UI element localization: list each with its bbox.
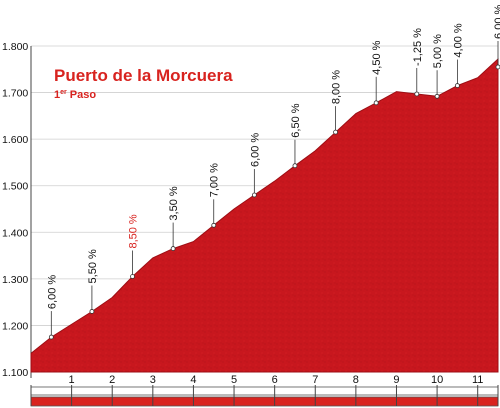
- y-tick-label: 1.300: [2, 274, 28, 286]
- elevation-fill: [30, 57, 499, 373]
- x-tick-label: 2: [109, 374, 115, 386]
- subtitle-rest: Paso: [70, 89, 97, 101]
- subtitle-superscript: er: [60, 89, 67, 96]
- x-tick-label: 8: [353, 374, 359, 386]
- gradient-label: 7,00 %: [209, 163, 221, 197]
- x-tick-label: 9: [393, 374, 399, 386]
- x-tick-label: 7: [312, 374, 318, 386]
- marker-dot: [373, 100, 379, 106]
- gradient-label: 5,00 %: [432, 34, 444, 68]
- marker-dot: [454, 83, 460, 88]
- gradient-label: 6,00 %: [249, 133, 261, 167]
- km-bar-outline: [30, 386, 499, 396]
- y-tick-label: 1.100: [2, 367, 28, 379]
- marker-dot: [170, 246, 176, 251]
- y-axis-ticks: 1.100 1.200 1.300 1.400 1.500 1.600 1.700 1.800: [2, 41, 28, 379]
- gradient-label: 4,50 %: [371, 40, 383, 74]
- marker-dot: [48, 334, 54, 340]
- marker-dot: [414, 91, 420, 97]
- gradient-label: 5,50 %: [87, 249, 99, 283]
- y-tick-label: 1.800: [2, 41, 28, 53]
- subtitle-main: 1: [54, 89, 60, 101]
- x-tick-label: 1: [69, 374, 75, 386]
- x-axis-ticks: 1 2 3 4 5 6 7 8 9 10 11: [69, 374, 484, 386]
- x-tick-label: 10: [431, 374, 443, 386]
- gradient-markers: 6,00 % 5,50 % 8,50 % 3,50 % 7,00 % 6,00 % 6,50…: [46, 4, 500, 340]
- y-tick-label: 1.700: [2, 88, 28, 100]
- gradient-label: 3,50 %: [168, 186, 180, 220]
- marker-dot: [333, 129, 338, 135]
- marker-dot: [251, 192, 257, 198]
- marker-dot: [211, 222, 217, 228]
- y-tick-label: 1.500: [2, 181, 28, 193]
- y-tick-label: 1.600: [2, 134, 28, 146]
- chart-title: Puerto de la Morcuera: [54, 66, 233, 85]
- x-tick-label: 4: [190, 374, 196, 386]
- x-tick-label: 6: [272, 374, 278, 386]
- chart-subtitle: 1er Paso: [54, 89, 96, 101]
- gradient-label: 8,00 %: [331, 70, 343, 104]
- gradient-label: 6,50 %: [290, 103, 302, 137]
- marker-dot: [495, 64, 500, 70]
- x-tick-label: 11: [472, 374, 483, 386]
- marker-dot: [130, 274, 135, 279]
- x-tick-label: 5: [231, 374, 237, 386]
- gradient-label: 6,00 %: [46, 275, 58, 309]
- marker-dot: [292, 163, 298, 169]
- km-bar-fill: [30, 396, 499, 407]
- x-tick-label: 3: [150, 374, 156, 386]
- gradient-label: -1,25 %: [412, 28, 424, 66]
- gradient-label: 6,00 %: [493, 4, 500, 38]
- marker-dot: [434, 93, 440, 99]
- elevation-area: [30, 57, 499, 373]
- y-tick-label: 1.400: [2, 227, 28, 239]
- km-bar: [30, 385, 499, 407]
- gradient-label: 8,50 %: [128, 214, 140, 248]
- gradient-label: 4,00 %: [452, 23, 464, 57]
- marker-dot: [89, 309, 95, 314]
- y-tick-label: 1.200: [2, 320, 28, 332]
